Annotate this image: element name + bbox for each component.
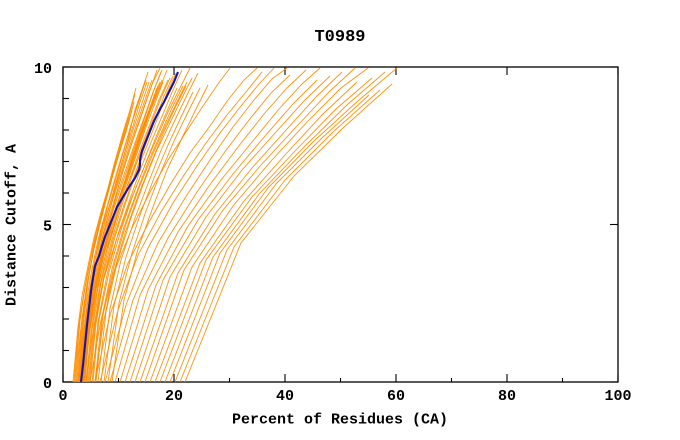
y-tick-5: 5 (43, 219, 52, 236)
x-tick-60: 60 (387, 388, 405, 405)
x-tick-40: 40 (276, 388, 294, 405)
x-tick-0: 0 (58, 388, 67, 405)
plot-svg-canvas: 0 20 40 60 80 100 0 5 10 (0, 0, 680, 440)
y-tick-10: 10 (34, 61, 52, 78)
chart-container: T0989 Distance Cutoff, A Percent of Resi… (0, 0, 680, 440)
model-curve-46 (180, 90, 380, 382)
model-curves-group (73, 68, 397, 382)
model-curve-36 (155, 82, 357, 382)
model-curve-48 (185, 84, 392, 382)
y-tick-0: 0 (43, 376, 52, 393)
x-tick-20: 20 (165, 388, 183, 405)
x-tick-100: 100 (604, 388, 631, 405)
model-curve-40 (165, 72, 385, 382)
x-tick-80: 80 (498, 388, 516, 405)
model-curve-18 (115, 75, 290, 382)
